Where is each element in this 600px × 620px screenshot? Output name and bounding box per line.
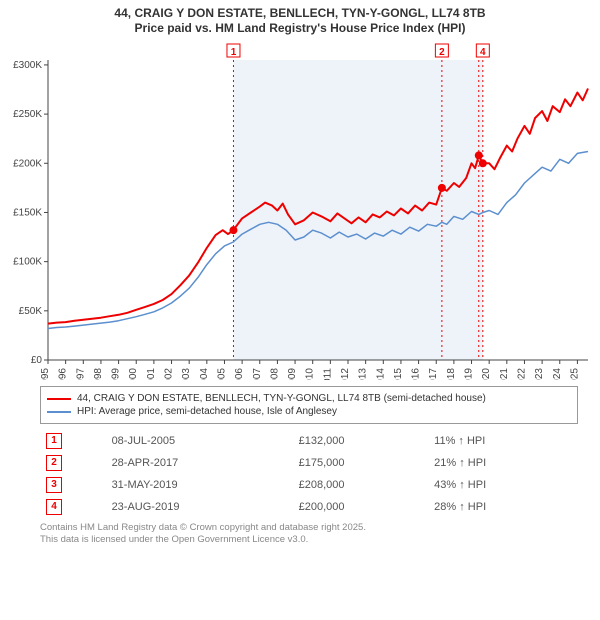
sale-price: £200,000 (293, 496, 429, 518)
price-chart: £0 £50K £100K £150K £200K £250K £300K 1995 1996 1… (4, 40, 596, 380)
chart-title: 44, CRAIG Y DON ESTATE, BENLLECH, TYN-Y-… (10, 6, 590, 36)
footer-line1: Contains HM Land Registry data © Crown c… (40, 522, 578, 534)
legend-swatch-series2 (47, 411, 71, 413)
svg-text:2023: 2023 (534, 368, 545, 380)
sale-marker-2: 2 (46, 455, 62, 471)
svg-text:2010: 2010 (305, 368, 316, 380)
sale-date: 28-APR-2017 (106, 452, 293, 474)
sale-marker-3: 3 (46, 477, 62, 493)
svg-text:2015: 2015 (393, 368, 404, 380)
sale-date: 23-AUG-2019 (106, 496, 293, 518)
legend-label-series2: HPI: Average price, semi-detached house,… (77, 406, 337, 417)
svg-text:£0: £0 (31, 355, 43, 366)
svg-text:1999: 1999 (111, 368, 122, 380)
svg-text:1: 1 (231, 47, 237, 58)
svg-text:£200K: £200K (13, 158, 42, 169)
svg-text:2017: 2017 (428, 368, 439, 380)
table-row: 1 08-JUL-2005£132,00011% ↑ HPI (40, 430, 578, 452)
legend-swatch-series1 (47, 398, 71, 400)
legend-row: HPI: Average price, semi-detached house,… (47, 406, 571, 417)
sale-marker-1: 1 (46, 433, 62, 449)
svg-text:2: 2 (439, 47, 445, 58)
svg-text:2007: 2007 (252, 368, 263, 380)
legend: 44, CRAIG Y DON ESTATE, BENLLECH, TYN-Y-… (40, 386, 578, 424)
sale-date: 08-JUL-2005 (106, 430, 293, 452)
svg-text:2002: 2002 (164, 368, 175, 380)
svg-text:1998: 1998 (93, 368, 104, 380)
sale-pct: 11% ↑ HPI (428, 430, 578, 452)
table-row: 2 28-APR-2017£175,00021% ↑ HPI (40, 452, 578, 474)
svg-text:2009: 2009 (287, 368, 298, 380)
sale-pct: 28% ↑ HPI (428, 496, 578, 518)
svg-text:1995: 1995 (40, 368, 51, 380)
sale-price: £132,000 (293, 430, 429, 452)
svg-text:2008: 2008 (269, 368, 280, 380)
svg-text:2012: 2012 (340, 368, 351, 380)
svg-text:2025: 2025 (569, 368, 580, 380)
table-row: 3 31-MAY-2019£208,00043% ↑ HPI (40, 474, 578, 496)
svg-text:1996: 1996 (58, 368, 69, 380)
svg-text:2016: 2016 (411, 368, 422, 380)
sales-table: 1 08-JUL-2005£132,00011% ↑ HPI 2 28-APR-201… (40, 430, 578, 518)
sale-price: £208,000 (293, 474, 429, 496)
svg-text:2022: 2022 (516, 368, 527, 380)
svg-text:£50K: £50K (19, 306, 43, 317)
svg-text:2019: 2019 (464, 368, 475, 380)
footer: Contains HM Land Registry data © Crown c… (40, 522, 578, 546)
title-line1: 44, CRAIG Y DON ESTATE, BENLLECH, TYN-Y-… (10, 6, 590, 21)
svg-text:2021: 2021 (499, 368, 510, 380)
legend-row: 44, CRAIG Y DON ESTATE, BENLLECH, TYN-Y-… (47, 393, 571, 404)
svg-text:2020: 2020 (481, 368, 492, 380)
svg-text:2001: 2001 (146, 368, 157, 380)
svg-text:2018: 2018 (446, 368, 457, 380)
svg-text:2000: 2000 (128, 368, 139, 380)
svg-text:2024: 2024 (552, 368, 563, 380)
svg-text:£300K: £300K (13, 60, 42, 71)
svg-text:£150K: £150K (13, 207, 42, 218)
svg-text:£250K: £250K (13, 109, 42, 120)
sale-pct: 43% ↑ HPI (428, 474, 578, 496)
sale-marker-4: 4 (46, 499, 62, 515)
title-line2: Price paid vs. HM Land Registry's House … (10, 21, 590, 36)
table-row: 4 23-AUG-2019£200,00028% ↑ HPI (40, 496, 578, 518)
legend-label-series1: 44, CRAIG Y DON ESTATE, BENLLECH, TYN-Y-… (77, 393, 486, 404)
svg-text:2005: 2005 (216, 368, 227, 380)
svg-text:2013: 2013 (358, 368, 369, 380)
sale-date: 31-MAY-2019 (106, 474, 293, 496)
svg-text:2004: 2004 (199, 368, 210, 380)
svg-text:4: 4 (480, 47, 486, 58)
footer-line2: This data is licensed under the Open Gov… (40, 534, 578, 546)
svg-text:2003: 2003 (181, 368, 192, 380)
svg-text:1997: 1997 (75, 368, 86, 380)
sale-price: £175,000 (293, 452, 429, 474)
svg-text:£100K: £100K (13, 257, 42, 268)
svg-text:2011: 2011 (322, 368, 333, 380)
svg-text:2006: 2006 (234, 368, 245, 380)
svg-text:2014: 2014 (375, 368, 386, 380)
sale-pct: 21% ↑ HPI (428, 452, 578, 474)
